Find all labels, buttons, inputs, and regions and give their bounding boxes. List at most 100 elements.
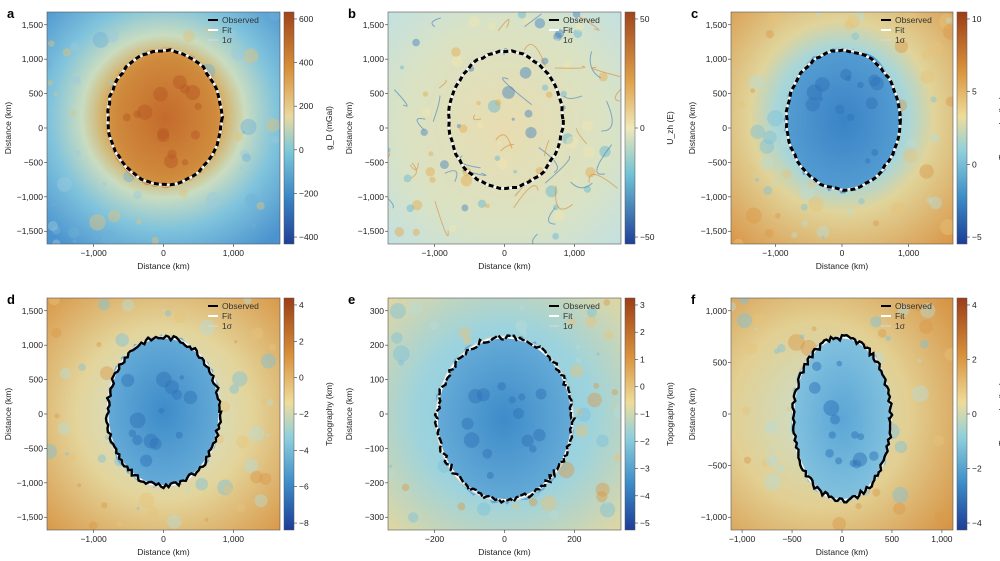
map-feature bbox=[513, 185, 539, 208]
x-tick-label: 0 bbox=[502, 534, 507, 544]
map-feature bbox=[800, 203, 808, 211]
x-tick-label: 0 bbox=[502, 248, 507, 258]
map-feature bbox=[897, 304, 910, 317]
colorbar-tick-label: 0 bbox=[640, 123, 645, 133]
legend-label-observed: Observed bbox=[563, 301, 600, 311]
legend-label-fit: Fit bbox=[895, 25, 905, 35]
map-feature bbox=[146, 506, 159, 518]
map-feature bbox=[944, 348, 953, 361]
map-feature bbox=[823, 400, 840, 416]
map-feature bbox=[519, 67, 532, 79]
y-axis-label: Distance (km) bbox=[3, 388, 13, 441]
colorbar-tick-label: 400 bbox=[299, 58, 313, 68]
map-feature bbox=[75, 150, 81, 156]
map-feature bbox=[933, 435, 945, 447]
map-feature bbox=[904, 12, 917, 22]
map-feature bbox=[500, 143, 514, 152]
map-feature bbox=[68, 227, 80, 239]
map-feature bbox=[529, 445, 537, 453]
map-feature bbox=[773, 348, 780, 355]
legend-label-observed: Observed bbox=[895, 301, 932, 311]
map-feature bbox=[752, 313, 767, 328]
colorbar-tick-label: −8 bbox=[299, 518, 309, 528]
map-feature bbox=[511, 117, 515, 121]
colorbar-label: Topography (km) bbox=[997, 382, 1000, 446]
map-feature bbox=[920, 302, 936, 319]
map-feature bbox=[494, 155, 501, 162]
map-feature bbox=[519, 305, 525, 311]
map-feature bbox=[206, 191, 222, 208]
map-feature bbox=[239, 166, 243, 170]
map-a bbox=[47, 12, 280, 244]
y-tick-label: 0 bbox=[722, 409, 727, 419]
map-feature bbox=[535, 388, 547, 400]
map-feature bbox=[223, 485, 232, 494]
map-feature bbox=[917, 358, 922, 363]
map-feature bbox=[596, 144, 613, 175]
map-feature bbox=[842, 308, 849, 315]
y-tick-label: 200 bbox=[370, 340, 384, 350]
map-feature bbox=[763, 185, 773, 195]
map-feature bbox=[517, 12, 527, 19]
map-feature bbox=[190, 130, 201, 140]
basin-interior bbox=[790, 333, 893, 503]
map-feature bbox=[438, 80, 447, 89]
map-feature bbox=[575, 22, 585, 32]
map-feature bbox=[775, 464, 785, 474]
map-c bbox=[731, 12, 953, 244]
map-feature bbox=[166, 514, 182, 529]
map-feature bbox=[913, 302, 923, 312]
map-feature bbox=[545, 91, 553, 99]
map-feature bbox=[591, 66, 621, 78]
x-axis-label: Distance (km) bbox=[478, 261, 531, 271]
legend-label-observed: Observed bbox=[563, 15, 600, 25]
map-feature bbox=[62, 48, 72, 57]
map-feature bbox=[92, 31, 109, 48]
map-feature bbox=[261, 397, 269, 406]
map-feature bbox=[410, 162, 417, 179]
map-feature bbox=[133, 190, 142, 200]
legend-label-fit: Fit bbox=[222, 311, 232, 321]
map-feature bbox=[750, 124, 765, 140]
x-tick-label: 0 bbox=[161, 248, 166, 258]
colorbar bbox=[283, 11, 295, 245]
map-feature bbox=[836, 360, 843, 367]
map-feature bbox=[926, 197, 933, 204]
map-feature bbox=[578, 16, 600, 31]
map-feature bbox=[461, 417, 474, 430]
map-feature bbox=[52, 239, 61, 244]
map-f bbox=[731, 298, 953, 530]
map-feature bbox=[513, 169, 518, 174]
map-feature bbox=[911, 385, 929, 403]
map-feature bbox=[918, 319, 934, 334]
map-feature bbox=[596, 434, 609, 448]
map-feature bbox=[136, 506, 140, 511]
map-feature bbox=[121, 373, 135, 387]
map-feature bbox=[175, 431, 183, 439]
map-feature bbox=[388, 152, 391, 158]
colorbar-tick-label: 5 bbox=[972, 87, 977, 97]
map-feature bbox=[541, 84, 549, 91]
x-axis-label: Distance (km) bbox=[478, 547, 531, 557]
map-feature bbox=[764, 420, 779, 434]
map-feature bbox=[523, 44, 546, 67]
map-feature bbox=[399, 65, 404, 70]
colorbar-tick-label: 2 bbox=[972, 354, 977, 364]
y-tick-label: −200 bbox=[365, 478, 384, 488]
map-feature bbox=[250, 470, 263, 484]
map-feature bbox=[929, 196, 942, 210]
map-feature bbox=[808, 196, 824, 212]
map-feature bbox=[451, 55, 463, 68]
map-feature bbox=[96, 341, 102, 348]
y-tick-label: 1,000 bbox=[363, 54, 385, 64]
map-feature bbox=[412, 228, 420, 236]
panel-c: c ObservedFit1σ1,5001,0005000−500−1,000−1… bbox=[687, 6, 1000, 271]
y-axis-label: Distance (km) bbox=[687, 102, 697, 155]
map-feature bbox=[927, 41, 944, 57]
map-feature bbox=[903, 148, 918, 163]
map-feature bbox=[846, 15, 860, 29]
map-feature bbox=[460, 174, 473, 187]
